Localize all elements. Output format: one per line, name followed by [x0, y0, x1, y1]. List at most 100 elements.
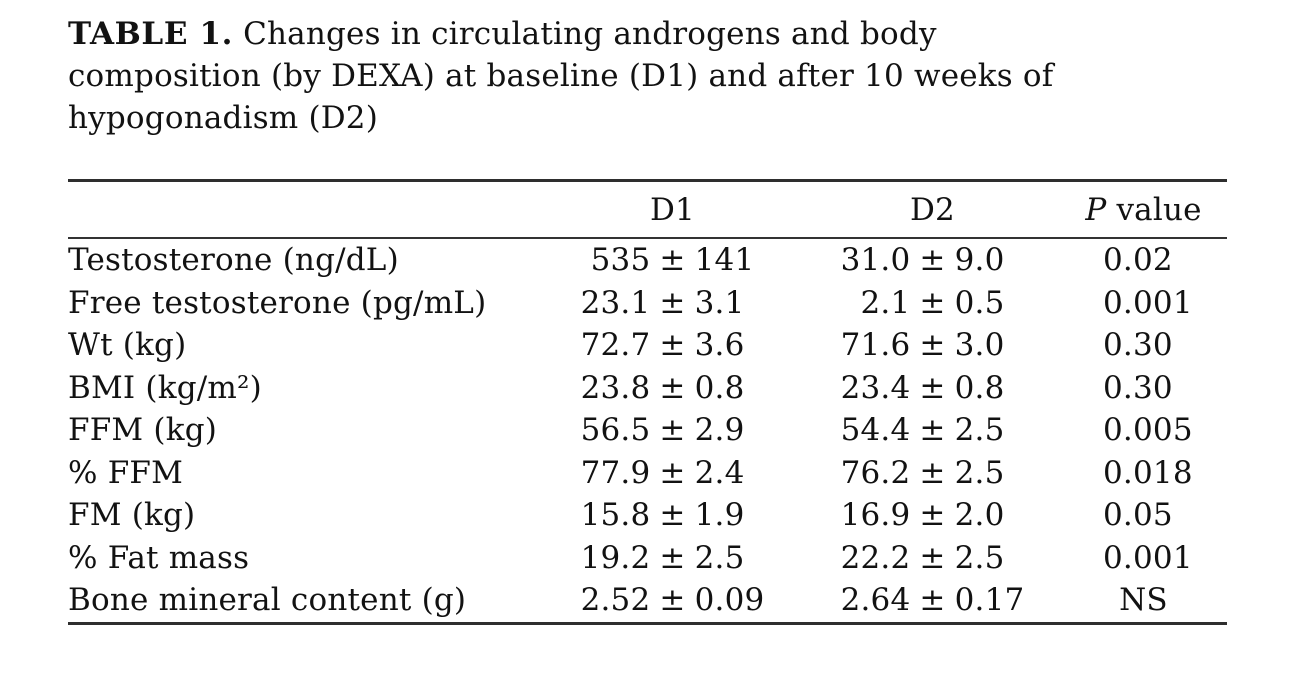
d2-mean: 31.0	[840, 242, 911, 279]
plus-minus-sign: ±	[919, 242, 946, 279]
d2-cell: 54.4 ±2.5	[805, 412, 1060, 448]
d2-mean: 76.2	[840, 454, 911, 491]
data-table: D1 D2 P value Testosterone (ng/dL) 535 ±1…	[68, 179, 1227, 625]
d1-cell: 77.9 ±2.4	[540, 455, 805, 491]
header-d2-label: D2	[910, 191, 955, 228]
d1-sd: 3.6	[694, 327, 745, 364]
plus-minus-sign: ±	[919, 582, 946, 619]
row-label: Testosterone (ng/dL)	[68, 242, 399, 279]
caption-line-2: composition (by DEXA) at baseline (D1) a…	[68, 58, 1054, 94]
d2-cell: 76.2 ±2.5	[805, 455, 1060, 491]
plus-minus-sign: ±	[659, 497, 686, 534]
table-caption: TABLE 1. Changes in circulating androgen…	[68, 13, 1053, 139]
d2-mean: 71.6	[840, 327, 911, 364]
d2-sd: 0.8	[954, 369, 1005, 406]
table-row: Free testosterone (pg/mL) 23.1 ±3.1 2.1 ±0…	[68, 282, 1227, 325]
caption-line-3: hypogonadism (D2)	[68, 100, 379, 136]
d2-sd: 9.0	[954, 242, 1005, 279]
d1-sd: 0.09	[694, 582, 765, 619]
table-row: Bone mineral content (g) 2.52 ±0.09 2.64 ±…	[68, 579, 1227, 622]
d2-sd: 2.0	[954, 497, 1005, 534]
table-row: Testosterone (ng/dL) 535 ±141 31.0 ±9.0 0.…	[68, 239, 1227, 282]
table-row: FFM (kg) 56.5 ±2.9 54.4 ±2.5 0.005	[68, 409, 1227, 452]
d1-cell: 2.52 ±0.09	[540, 582, 805, 618]
d2-cell: 23.4 ±0.8	[805, 370, 1060, 406]
plus-minus-sign: ±	[659, 412, 686, 449]
d1-mean: 15.8	[580, 497, 651, 534]
plus-minus-sign: ±	[659, 242, 686, 279]
d2-cell: 2.1 ±0.5	[805, 285, 1060, 321]
plus-minus-sign: ±	[919, 369, 946, 406]
d2-sd: 0.17	[954, 582, 1025, 619]
d2-sd: 0.5	[954, 284, 1005, 321]
row-label: FFM (kg)	[68, 412, 218, 449]
d1-sd: 3.1	[694, 284, 745, 321]
plus-minus-sign: ±	[659, 582, 686, 619]
d1-cell: 56.5 ±2.9	[540, 412, 805, 448]
table-body: Testosterone (ng/dL) 535 ±141 31.0 ±9.0 0.…	[68, 239, 1227, 622]
d1-cell: 15.8 ±1.9	[540, 497, 805, 533]
table-top-rule	[68, 179, 1227, 182]
table-row: BMI (kg/m²) 23.8 ±0.8 23.4 ±0.8 0.30	[68, 367, 1227, 410]
plus-minus-sign: ±	[919, 412, 946, 449]
d2-sd: 3.0	[954, 327, 1005, 364]
p-value-cell: 0.001	[1103, 284, 1193, 321]
d1-sd: 141	[694, 242, 755, 279]
header-d2: D2	[805, 192, 1060, 228]
d1-mean: 19.2	[580, 539, 651, 576]
plus-minus-sign: ±	[919, 454, 946, 491]
plus-minus-sign: ±	[919, 497, 946, 534]
d2-mean: 22.2	[840, 539, 911, 576]
p-value-cell: 0.018	[1103, 454, 1193, 491]
table-number-label: TABLE 1.	[68, 16, 234, 52]
plus-minus-sign: ±	[659, 454, 686, 491]
header-p-value-label: P value	[1060, 192, 1227, 228]
row-label: Bone mineral content (g)	[68, 582, 467, 619]
plus-minus-sign: ±	[659, 284, 686, 321]
p-value-cell: 0.005	[1103, 412, 1193, 449]
d2-mean: 2.1	[860, 284, 911, 321]
plus-minus-sign: ±	[659, 327, 686, 364]
d2-mean: 54.4	[840, 412, 911, 449]
d1-mean: 23.8	[580, 369, 651, 406]
d2-sd: 2.5	[954, 412, 1005, 449]
caption-text-1: Changes in circulating androgens and bod…	[243, 16, 937, 52]
d1-sd: 2.4	[694, 454, 745, 491]
d1-sd: 1.9	[694, 497, 745, 534]
p-value-cell: NS	[1119, 582, 1168, 619]
d2-cell: 16.9 ±2.0	[805, 497, 1060, 533]
d2-cell: 31.0 ±9.0	[805, 242, 1060, 278]
plus-minus-sign: ±	[659, 539, 686, 576]
table-row: FM (kg) 15.8 ±1.9 16.9 ±2.0 0.05	[68, 494, 1227, 537]
d2-cell: 22.2 ±2.5	[805, 540, 1060, 576]
row-label: BMI (kg/m²)	[68, 369, 262, 406]
table-bottom-rule	[68, 621, 1227, 625]
d1-cell: 23.1 ±3.1	[540, 285, 805, 321]
p-value-cell: 0.001	[1103, 539, 1193, 576]
d1-mean: 2.52	[580, 582, 651, 619]
plus-minus-sign: ±	[919, 539, 946, 576]
d1-sd: 2.9	[694, 412, 745, 449]
d2-cell: 2.64 ±0.17	[805, 582, 1060, 618]
d2-sd: 2.5	[954, 539, 1005, 576]
row-label: Free testosterone (pg/mL)	[68, 284, 487, 321]
plus-minus-sign: ±	[659, 369, 686, 406]
d1-cell: 535 ±141	[540, 242, 805, 278]
d1-cell: 23.8 ±0.8	[540, 370, 805, 406]
p-symbol: P	[1085, 191, 1107, 228]
d1-mean: 535	[590, 242, 651, 279]
plus-minus-sign: ±	[919, 284, 946, 321]
row-label: % Fat mass	[68, 539, 250, 576]
table-row: Wt (kg) 72.7 ±3.6 71.6 ±3.0 0.30	[68, 324, 1227, 367]
d1-sd: 0.8	[694, 369, 745, 406]
p-value-cell: 0.05	[1103, 497, 1173, 534]
table-row: % FFM 77.9 ±2.4 76.2 ±2.5 0.018	[68, 452, 1227, 495]
header-d1: D1	[540, 192, 805, 228]
d2-sd: 2.5	[954, 454, 1005, 491]
table-header-row: D1 D2 P value	[68, 182, 1227, 237]
header-p-value: P value	[1060, 192, 1227, 228]
d1-cell: 19.2 ±2.5	[540, 540, 805, 576]
d1-sd: 2.5	[694, 539, 745, 576]
table-row: % Fat mass 19.2 ±2.5 22.2 ±2.5 0.001	[68, 537, 1227, 580]
